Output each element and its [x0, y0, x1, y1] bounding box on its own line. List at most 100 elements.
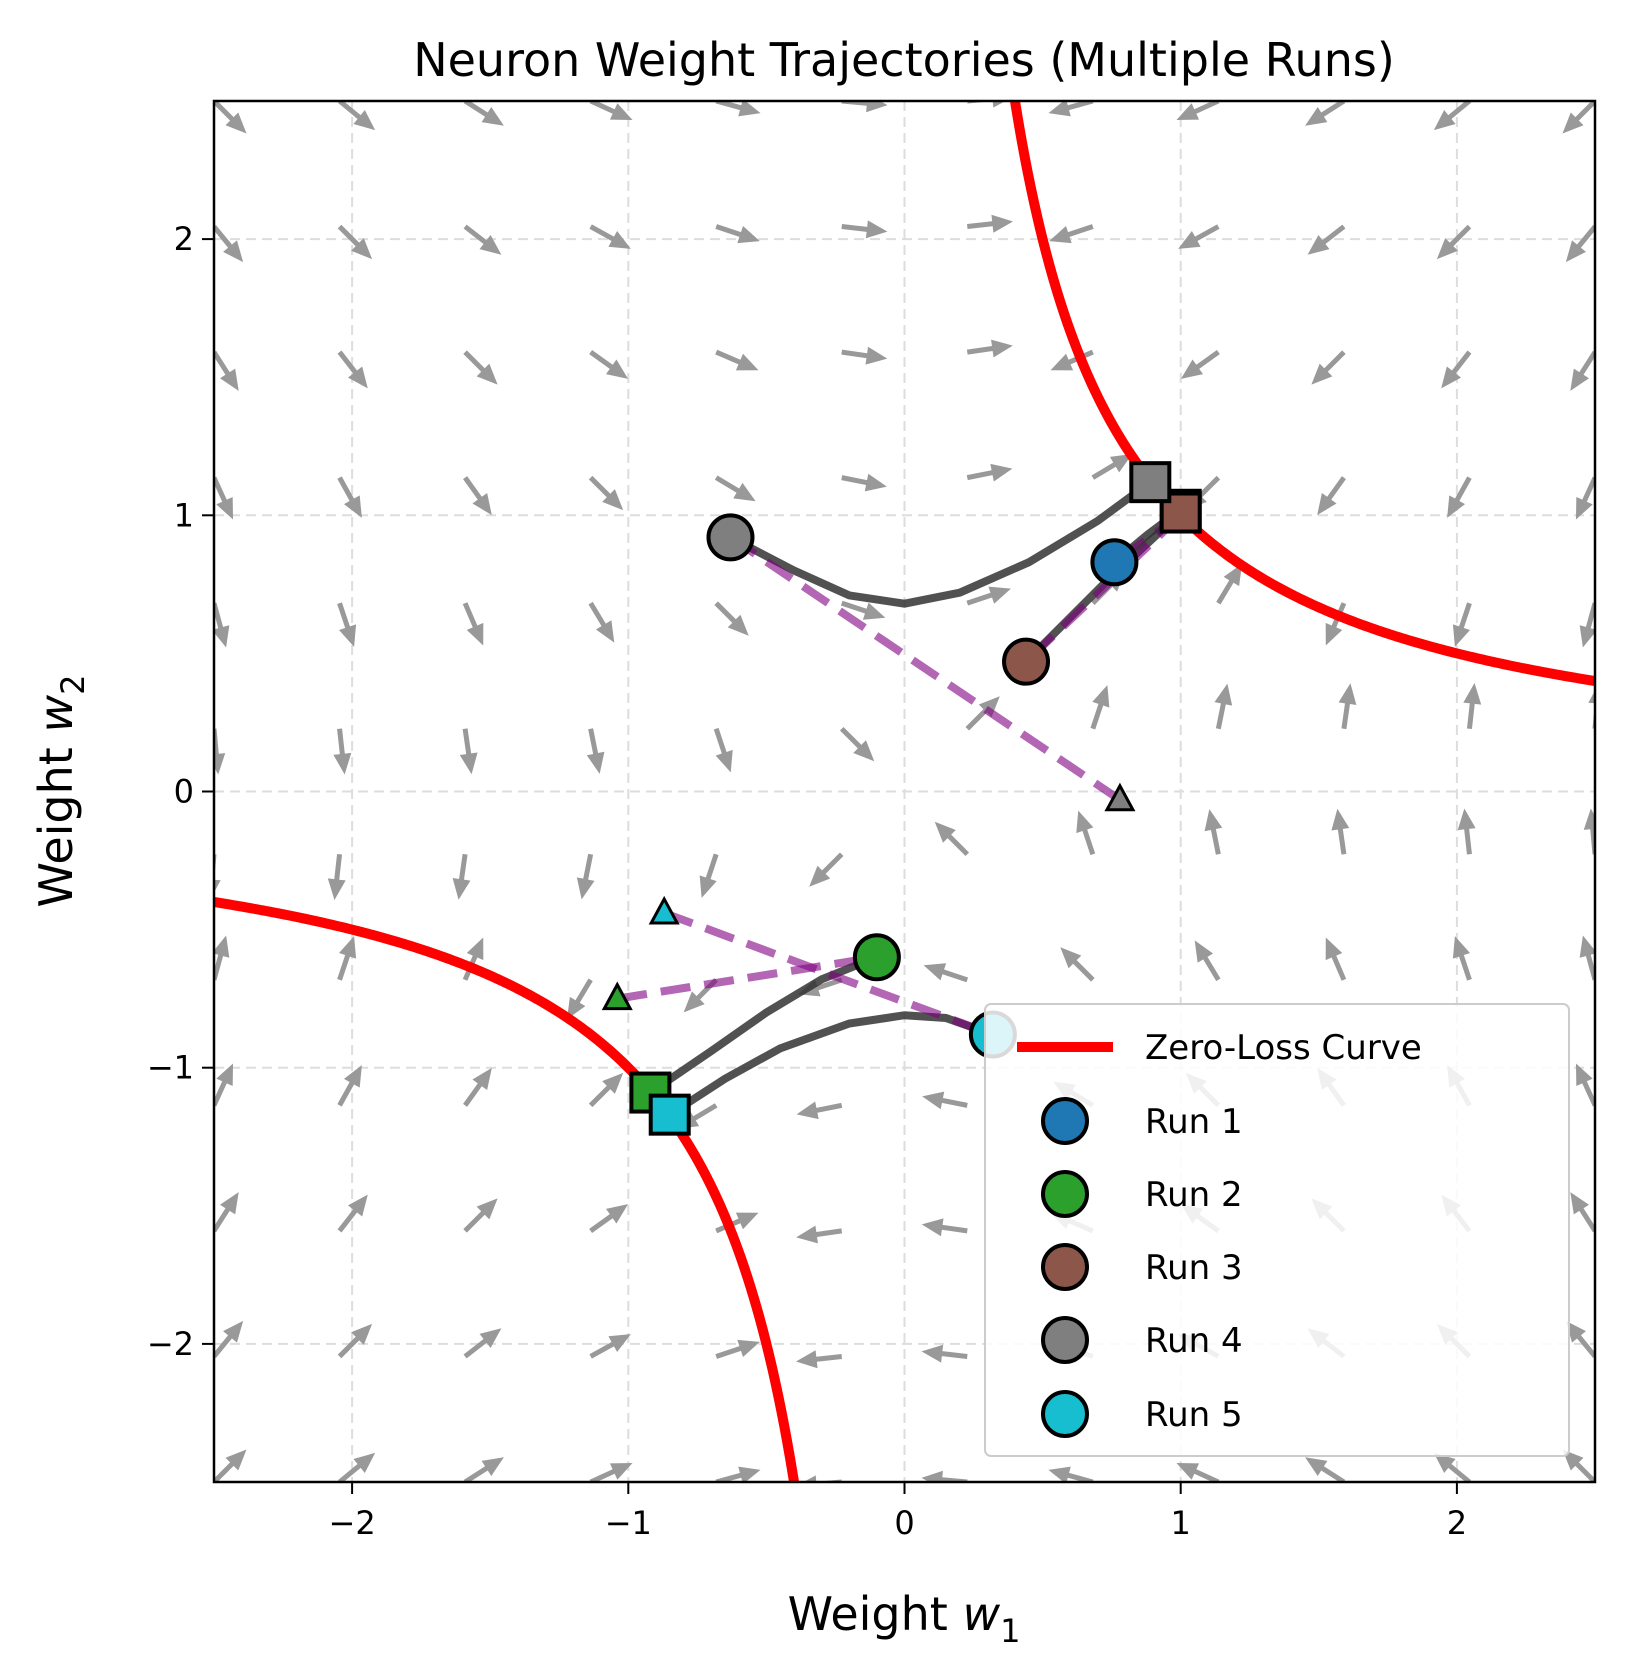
- vector-arrow: [327, 853, 346, 900]
- vector-arrow: [1579, 935, 1595, 981]
- vector-arrow: [1457, 808, 1476, 855]
- y-tick-label: 1: [174, 496, 194, 534]
- vector-arrow: [588, 1072, 624, 1108]
- chart-title: Neuron Weight Trajectories (Multiple Run…: [413, 33, 1395, 87]
- legend-swatch-run: [1041, 1170, 1089, 1218]
- vector-arrow: [463, 350, 498, 385]
- legend-label-run: Run 2: [1145, 1175, 1243, 1215]
- vector-arrow: [967, 101, 1006, 108]
- vector-arrow: [921, 1218, 968, 1237]
- vector-arrow: [1447, 476, 1472, 518]
- vector-arrow: [1575, 1063, 1595, 1107]
- vector-arrow: [1305, 1457, 1346, 1482]
- init-dashed-line: [728, 534, 1123, 804]
- vector-arrow: [588, 601, 615, 643]
- end-square-marker: [648, 1093, 691, 1136]
- vector-arrow: [1048, 101, 1094, 117]
- y-tick-label: 2: [174, 220, 194, 258]
- vector-arrow: [214, 1063, 234, 1107]
- vector-arrow: [841, 473, 887, 492]
- vector-arrow: [965, 696, 1000, 731]
- vector-arrow: [715, 349, 759, 371]
- vector-arrow: [1575, 476, 1595, 520]
- vector-arrow: [714, 475, 756, 502]
- vector-arrow: [1562, 1449, 1595, 1482]
- vector-arrow: [841, 101, 888, 113]
- vector-arrow: [214, 935, 230, 981]
- vector-arrow: [589, 1204, 629, 1233]
- vector-arrow: [1452, 602, 1472, 647]
- curves: [214, 101, 1595, 1482]
- init-triangle-marker: [1104, 782, 1136, 812]
- vector-arrow: [1452, 936, 1472, 981]
- ticks: −2 −1 0 1 2 −2 −1 0 1 2: [147, 220, 1467, 1542]
- zero-loss-curve: [214, 896, 800, 1482]
- legend: Zero-Loss Curve Run 1 Run 2 Run 3 Run 4 Run 5: [984, 1003, 1570, 1457]
- vector-arrow: [337, 224, 373, 260]
- vector-arrow: [589, 350, 629, 379]
- vector-arrow: [1194, 940, 1221, 982]
- vector-arrow: [713, 727, 733, 773]
- vector-arrow: [1579, 602, 1595, 648]
- x-tick-label: 2: [1447, 1504, 1467, 1542]
- vector-arrow: [214, 1320, 244, 1359]
- vector-arrow: [841, 346, 888, 365]
- vector-arrow: [463, 224, 502, 255]
- vector-arrow: [966, 339, 1013, 358]
- legend-swatch-run: [1041, 1243, 1089, 1291]
- legend-swatch-run: [1041, 1390, 1089, 1438]
- vector-arrow: [1433, 1452, 1472, 1482]
- vector-arrow: [589, 224, 631, 249]
- vector-arrow: [1570, 350, 1595, 391]
- init-dashed-line: [1023, 512, 1184, 665]
- vector-arrow: [586, 728, 605, 774]
- vector-arrow: [1583, 808, 1595, 855]
- legend-label-run: Run 4: [1145, 1321, 1243, 1361]
- vector-arrow: [715, 1466, 761, 1482]
- vector-arrow: [841, 220, 888, 239]
- trajectory-line: [646, 953, 881, 1097]
- legend-swatch-run: [1041, 1316, 1089, 1364]
- x-tick-label: 0: [894, 1504, 914, 1542]
- vector-arrow: [1076, 810, 1096, 856]
- x-tick-label: −2: [329, 1504, 376, 1542]
- vector-arrow: [803, 1475, 842, 1482]
- vector-arrow: [715, 1339, 760, 1359]
- x-axis-label: Weight w1: [788, 1587, 1021, 1650]
- vector-arrow: [1091, 453, 1133, 480]
- vector-arrow: [459, 728, 478, 775]
- vector-arrow: [1562, 101, 1595, 134]
- vector-arrow: [714, 601, 749, 636]
- y-axis-label: Weight w2: [29, 675, 92, 908]
- init-triangle-marker: [648, 895, 680, 925]
- vector-arrow: [922, 1091, 968, 1110]
- vector-arrow: [715, 101, 761, 117]
- vector-arrow: [337, 1065, 362, 1107]
- start-circle-marker: [852, 933, 901, 982]
- vector-arrow: [840, 600, 886, 620]
- vector-arrow: [214, 602, 230, 648]
- vector-arrow: [1317, 476, 1346, 516]
- y-tick-label: −2: [147, 1325, 194, 1363]
- zero-loss-curve: [1009, 101, 1595, 687]
- vector-arrow: [214, 476, 234, 520]
- init-triangle-marker: [601, 981, 633, 1011]
- vector-arrow: [1180, 350, 1220, 379]
- vector-arrow: [576, 853, 595, 900]
- vector-arrow: [796, 1225, 843, 1244]
- vector-arrow: [214, 101, 247, 134]
- vector-arrow: [1216, 563, 1243, 605]
- vector-arrow: [1570, 1192, 1595, 1233]
- vector-arrow: [337, 602, 357, 647]
- vector-arrow: [589, 101, 633, 121]
- trajectory-line: [726, 478, 1155, 608]
- vector-arrow: [1307, 224, 1346, 255]
- vector-arrow: [923, 963, 969, 983]
- vector-arrow: [463, 101, 504, 126]
- vector-arrow: [1463, 683, 1482, 730]
- vector-arrow: [699, 853, 719, 898]
- vector-arrow: [796, 1350, 843, 1369]
- vector-arrow: [214, 1192, 239, 1233]
- legend-label-run: Run 5: [1145, 1395, 1243, 1435]
